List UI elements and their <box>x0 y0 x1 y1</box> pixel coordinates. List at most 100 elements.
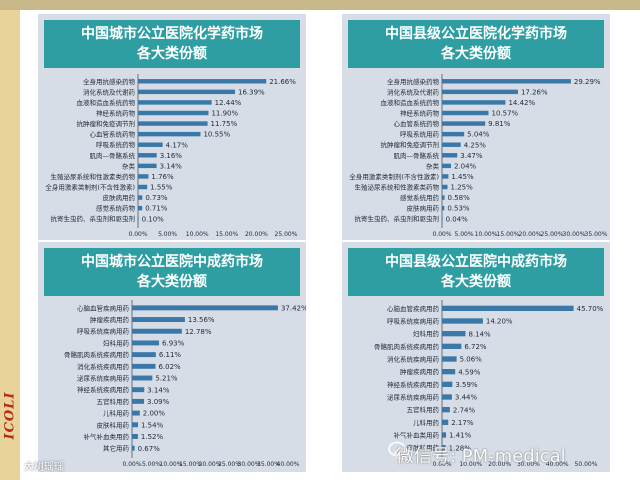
bar <box>132 434 138 439</box>
category-label: 感觉系统用药 <box>400 193 440 202</box>
bar <box>442 318 483 324</box>
category-label: 骨骼肌肉系统疾病用药 <box>64 350 130 359</box>
category-label: 五官科用药 <box>97 397 130 406</box>
chart-header: 中国县级公立医院化学药市场 各大类份额 <box>348 20 604 68</box>
data-label: 1.76% <box>151 173 174 181</box>
data-label: 3.09% <box>147 398 170 406</box>
tick-label: 5.00% <box>454 231 473 238</box>
bar <box>132 340 160 346</box>
bar <box>132 328 182 334</box>
chart-panel-city-chemical: 中国城市公立医院化学药市场 各大类份额 全身用抗感染药物 21.66% 消化系统及代… <box>38 14 306 240</box>
data-label: 45.70% <box>577 305 604 313</box>
data-label: 16.39% <box>238 88 265 96</box>
bar <box>132 398 145 404</box>
data-label: 21.66% <box>269 78 296 86</box>
data-label: 3.14% <box>160 162 183 170</box>
data-label: 13.56% <box>188 316 215 324</box>
bar <box>138 89 236 95</box>
data-label: 3.44% <box>455 394 478 402</box>
chart-panel-city-tcm: 中国城市公立医院中成药市场 各大类份额 心脑血管疾病用药 37.42% 肿瘤疾病用药… <box>38 242 306 472</box>
chart-header: 中国城市公立医院中成药市场 各大类份额 <box>44 248 300 296</box>
tick-label: 5.00% <box>158 231 177 238</box>
category-label: 抗肿瘤和免疫调节剂 <box>77 119 136 128</box>
tick-label: 15.00% <box>215 231 238 238</box>
bar <box>132 352 156 358</box>
tick-label: 0.00% <box>432 461 451 468</box>
data-label: 0.53% <box>447 205 470 213</box>
tick-label: 0.00% <box>128 231 147 238</box>
category-label: 肿瘤疾病用药 <box>400 367 440 376</box>
bar <box>442 432 447 438</box>
data-label: 1.45% <box>451 173 474 181</box>
chart-title-line-2: 各大类份额 <box>441 46 511 62</box>
author-credit: 大树瑶瑶 <box>24 462 64 473</box>
category-label: 儿科用药 <box>103 409 130 418</box>
data-label: 3.14% <box>147 386 170 394</box>
bar <box>442 394 452 400</box>
bar <box>442 153 458 158</box>
bar <box>442 331 466 337</box>
data-label: 6.02% <box>158 363 181 371</box>
chart-title-line-1: 中国城市公立医院化学药市场 <box>81 26 263 42</box>
bar <box>138 79 267 84</box>
data-label: 0.73% <box>145 194 168 202</box>
data-label: 12.78% <box>185 328 212 336</box>
tick-label: 0.00% <box>122 461 141 468</box>
chart-title-line-2: 各大类份额 <box>137 274 207 290</box>
category-label: 妇科用药 <box>103 338 130 347</box>
data-label: 10.55% <box>203 131 230 139</box>
bar <box>132 445 135 451</box>
tick-label: 30.00% <box>563 231 586 238</box>
data-label: 4.59% <box>458 368 481 376</box>
data-label: 2.17% <box>451 419 474 427</box>
side-logo: ICOLI <box>2 370 18 460</box>
category-label: 消化系统疾病用药 <box>387 355 440 364</box>
bar <box>442 356 457 362</box>
data-label: 5.06% <box>460 356 483 364</box>
category-label: 其它用药 <box>103 444 130 453</box>
data-label: 14.42% <box>508 99 535 107</box>
category-label: 肌肉—骨骼系统 <box>90 151 136 160</box>
data-label: 0.10% <box>142 215 165 223</box>
bar <box>442 174 449 179</box>
category-label: 神经系统药物 <box>400 109 440 118</box>
bar <box>138 184 148 190</box>
bar <box>442 381 453 387</box>
data-label: 2.74% <box>453 406 476 414</box>
bar <box>442 369 456 375</box>
category-label: 消化系统疾病用药 <box>77 362 130 371</box>
bar <box>138 121 208 126</box>
category-label: 抗寄生虫药、杀虫剂和驱虫剂 <box>355 214 440 223</box>
bar <box>132 387 145 393</box>
data-label: 12.44% <box>215 99 242 107</box>
tick-label: 40.00% <box>546 461 569 468</box>
data-label: 1.54% <box>141 421 164 429</box>
bar-chart-svg: 心脑血管疾病用药 37.42% 肿瘤疾病用药 13.56% 呼吸系统疾病用药 12.78%… <box>64 300 306 468</box>
data-label: 6.72% <box>464 343 487 351</box>
bar <box>442 216 443 221</box>
tick-label: 10.00% <box>160 461 183 468</box>
bar <box>442 79 571 84</box>
category-label: 儿科用药 <box>413 418 440 427</box>
bar <box>442 100 506 105</box>
bar <box>132 422 139 428</box>
bar <box>138 110 209 116</box>
category-label: 抗寄生虫药、杀虫剂和驱虫剂 <box>51 214 136 223</box>
data-label: 4.17% <box>166 141 189 149</box>
data-label: 4.25% <box>464 141 487 149</box>
data-label: 2.04% <box>454 162 477 170</box>
bar <box>138 195 143 200</box>
tick-label: 20.00% <box>199 461 222 468</box>
category-label: 肌肉—骨骼系统 <box>394 151 440 160</box>
category-label: 泌尿系统疾病用药 <box>77 374 130 383</box>
category-label: 血液和造血系统药物 <box>77 98 136 107</box>
tick-label: 40.00% <box>277 461 300 468</box>
tick-label: 25.00% <box>541 231 564 238</box>
data-label: 37.42% <box>281 304 306 312</box>
category-label: 生殖泌尿系统和性激素类药物 <box>51 172 136 181</box>
tick-label: 10.00% <box>459 461 482 468</box>
bar <box>138 216 139 221</box>
category-label: 肿瘤疾病用药 <box>90 315 130 324</box>
tick-label: 15.00% <box>179 461 202 468</box>
category-label: 神经系统疾病用药 <box>387 380 440 389</box>
